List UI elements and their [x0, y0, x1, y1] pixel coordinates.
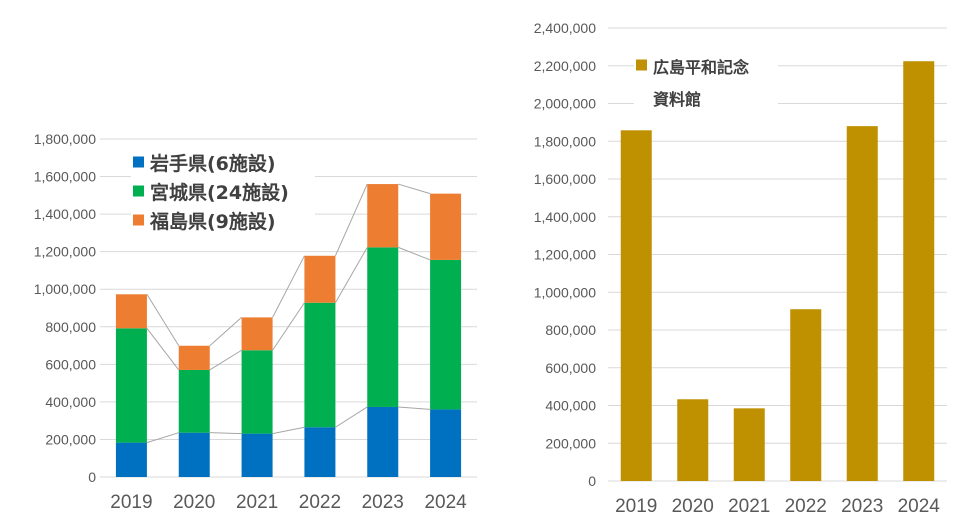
- series-connector-line: [272, 255, 305, 318]
- bar-segment: [367, 247, 399, 407]
- series-connector-line: [335, 406, 368, 428]
- bar-segment: [846, 126, 878, 482]
- legend-label: 福島県(9施設): [149, 210, 276, 233]
- bar-segment: [178, 369, 210, 433]
- y-tick-label: 1,800,000: [34, 131, 96, 147]
- x-tick-label: 2021: [236, 492, 278, 513]
- y-tick-label: 1,400,000: [34, 206, 96, 222]
- series-connector-line: [334, 247, 368, 303]
- legend-background: [131, 149, 315, 178]
- bar-segment: [430, 193, 462, 260]
- bar-segment: [115, 328, 147, 443]
- x-tick-label: 2019: [110, 492, 152, 513]
- y-tick-label: 1,800,000: [534, 133, 596, 149]
- legend-label: 宮城県(24施設): [150, 181, 289, 204]
- y-tick-label: 0: [588, 473, 596, 489]
- y-tick-label: 1,200,000: [534, 247, 596, 263]
- y-tick-label: 1,200,000: [34, 244, 96, 260]
- bar-segment: [178, 432, 210, 477]
- legend: 岩手県(6施設) 宮城県(24施設) 福島県(9施設): [131, 149, 335, 236]
- hiroshima-bar-chart: 0 200,000 400,000 600,000 800,000 1,000,000 1,…: [534, 20, 947, 517]
- series-connector-line: [146, 294, 180, 347]
- legend-swatch: [133, 214, 144, 226]
- y-tick-label: 0: [88, 469, 96, 485]
- y-tick-label: 400,000: [45, 394, 96, 410]
- bar-segment: [367, 184, 399, 248]
- y-tick-label: 1,600,000: [34, 169, 96, 185]
- bar-segment: [620, 130, 652, 482]
- legend-swatch: [133, 156, 144, 168]
- x-tick-label: 2019: [615, 496, 657, 517]
- series-connector-line: [272, 426, 305, 435]
- y-tick-label: 1,000,000: [534, 284, 596, 300]
- series-connector-line: [209, 349, 242, 371]
- x-tick-label: 2024: [424, 492, 467, 513]
- x-tick-label: 2024: [898, 496, 941, 517]
- legend-background: [131, 207, 315, 236]
- y-tick-label: 200,000: [545, 435, 596, 451]
- series-connector-line: [398, 183, 431, 195]
- x-tick-label: 2020: [672, 496, 714, 517]
- series-connector-line: [146, 432, 179, 444]
- series-connector-line: [334, 183, 368, 257]
- x-tick-label: 2022: [299, 492, 341, 513]
- series-connector-line: [272, 302, 305, 351]
- y-tick-label: 400,000: [545, 398, 596, 414]
- y-tick-label: 800,000: [545, 322, 596, 338]
- y-tick-label: 1,600,000: [534, 171, 596, 187]
- legend-swatch: [636, 59, 647, 71]
- tohoku-stacked-chart: 0 200,000 400,000 600,000 800,000 1,000,000 1,…: [34, 131, 477, 513]
- legend-background: [634, 52, 778, 116]
- legend-swatch: [133, 185, 144, 197]
- y-tick-label: 600,000: [45, 356, 96, 372]
- bar-segment: [903, 61, 935, 481]
- series-connector-line: [398, 246, 431, 261]
- bar-segment: [304, 427, 336, 477]
- bar-segment: [790, 309, 822, 481]
- y-tick-label: 600,000: [545, 360, 596, 376]
- series-connector-line: [146, 327, 180, 371]
- bar-segment: [115, 442, 147, 477]
- series-connector-line: [209, 317, 242, 347]
- bar-segment: [304, 302, 336, 428]
- bar-segment: [367, 406, 399, 477]
- y-tick-label: 1,400,000: [534, 209, 596, 225]
- bar-segment: [241, 317, 273, 351]
- legend-label: 岩手県(6施設): [149, 152, 276, 175]
- y-tick-label: 800,000: [45, 319, 96, 335]
- bar-segment: [430, 409, 462, 477]
- bar-segment: [733, 408, 765, 481]
- y-tick-label: 2,400,000: [534, 20, 596, 36]
- bar-segment: [241, 350, 273, 434]
- bar-segment: [304, 255, 336, 303]
- bar-segment: [241, 433, 273, 477]
- legend-label: 広島平和記念: [653, 58, 750, 77]
- x-tick-label: 2023: [841, 496, 883, 517]
- y-tick-label: 200,000: [45, 431, 96, 447]
- bar-segment: [115, 294, 147, 329]
- x-tick-label: 2023: [362, 492, 404, 513]
- y-tick-label: 1,000,000: [34, 281, 96, 297]
- legend-background: [131, 178, 335, 207]
- x-tick-label: 2022: [785, 496, 827, 517]
- bar-segment: [677, 399, 709, 481]
- bar-segment: [178, 345, 210, 370]
- y-tick-label: 2,200,000: [534, 58, 596, 74]
- y-tick-label: 2,000,000: [534, 96, 596, 112]
- legend-label: 資料館: [653, 90, 701, 109]
- x-tick-label: 2020: [173, 492, 215, 513]
- x-tick-label: 2021: [728, 496, 770, 517]
- series-connector-line: [209, 432, 242, 435]
- series-connector-line: [398, 406, 431, 410]
- bar-segment: [430, 259, 462, 410]
